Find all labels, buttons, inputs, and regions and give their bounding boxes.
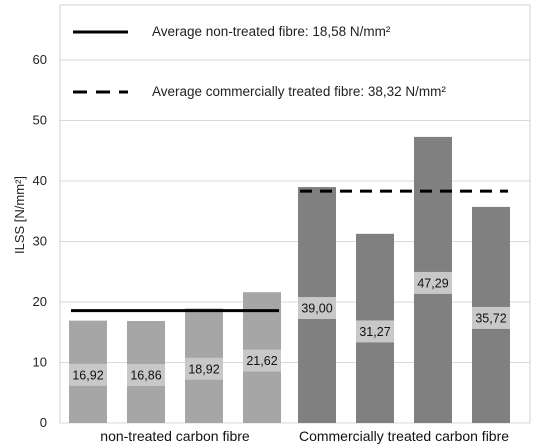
y-axis-label: ILSS [N/mm²] [12, 176, 27, 254]
data-label-box [69, 363, 107, 386]
data-label: 16,92 [72, 368, 103, 382]
y-tick-label: 10 [33, 355, 47, 370]
data-label: 35,72 [475, 311, 506, 325]
data-label: 18,92 [188, 362, 219, 376]
data-label-box [472, 306, 510, 329]
reference-lines [71, 189, 508, 313]
legend-entry: Average commercially treated fibre: 38,3… [152, 84, 446, 99]
category-label: Commercially treated carbon fibre [299, 428, 509, 444]
data-label-box [414, 271, 452, 294]
data-label: 16,86 [130, 368, 161, 382]
data-label: 47,29 [417, 276, 448, 290]
y-tick-label: 40 [33, 173, 47, 188]
bars: 16,92 16,86 18,92 21,62 39,00 31,27 47,29 35,72 [69, 136, 510, 423]
data-label: 39,00 [301, 302, 332, 316]
y-tick-label: 20 [33, 294, 47, 309]
data-label: 21,62 [246, 354, 277, 368]
category-label: non-treated carbon fibre [100, 428, 250, 444]
data-label-box [243, 349, 281, 372]
data-label-box [356, 320, 394, 343]
y-axis-ticks: 0 10 20 30 40 50 60 [33, 52, 47, 430]
y-tick-label: 30 [33, 234, 47, 249]
category-labels: non-treated carbon fibre Commercially tre… [100, 428, 509, 444]
y-tick-label: 0 [40, 415, 47, 430]
data-label: 31,27 [359, 325, 390, 339]
data-label-box [127, 363, 165, 386]
data-label-box [298, 297, 336, 320]
data-label-box [185, 357, 223, 380]
y-tick-label: 50 [33, 113, 47, 128]
legend-entry: Average non-treated fibre: 18,58 N/mm² [152, 24, 391, 39]
legend: Average non-treated fibre: 18,58 N/mm² Av… [73, 24, 446, 99]
y-tick-label: 60 [33, 52, 47, 67]
